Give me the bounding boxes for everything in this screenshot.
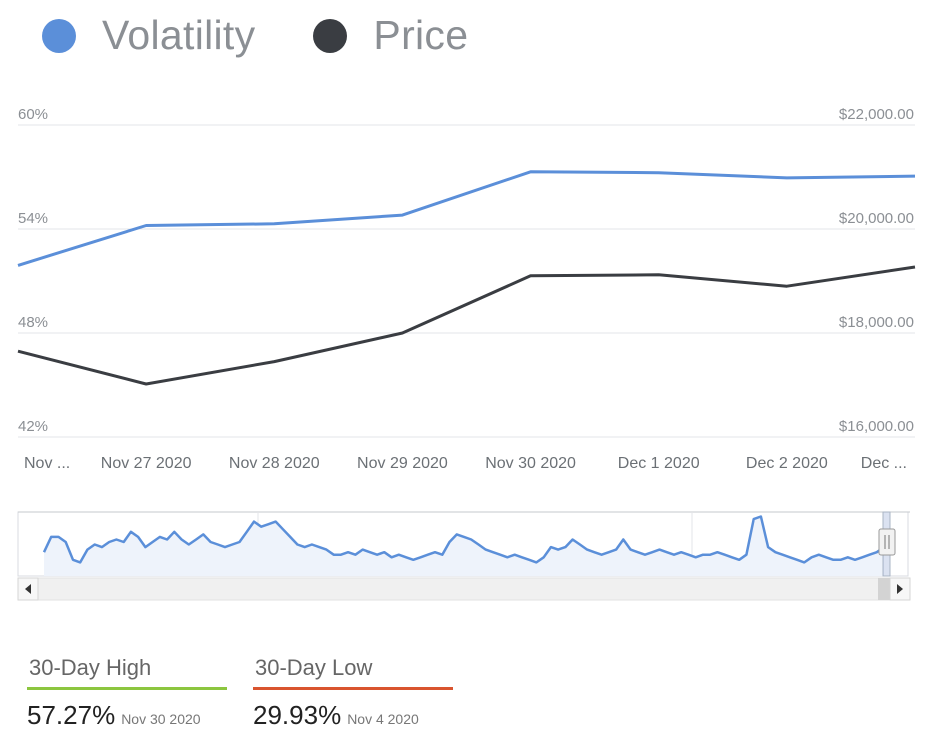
range-navigator[interactable]: 20182020 — [0, 508, 928, 604]
scrollbar-track[interactable] — [17, 577, 911, 601]
stat-low-date: Nov 4 2020 — [347, 711, 419, 727]
x-tick-label: Nov ... — [24, 455, 70, 472]
y-right-tick-label: $18,000.00 — [839, 314, 914, 331]
legend-label-price: Price — [373, 12, 469, 58]
scrollbar-thumb[interactable] — [878, 578, 890, 600]
stat-30-day-low: 30-Day Low 29.93% Nov 4 2020 — [253, 655, 453, 731]
y-right-tick-label: $16,000.00 — [839, 418, 914, 435]
stat-high-date: Nov 30 2020 — [121, 711, 201, 727]
price-dot-icon — [313, 18, 348, 53]
x-tick-label: Dec ... — [861, 455, 907, 472]
x-tick-label: Nov 29 2020 — [357, 455, 448, 472]
x-tick-label: Nov 27 2020 — [101, 455, 192, 472]
y-left-tick-label: 54% — [18, 210, 48, 227]
y-right-tick-label: $22,000.00 — [839, 106, 914, 123]
series-line-volatility[interactable] — [17, 170, 916, 267]
legend-item-volatility[interactable]: Volatility — [42, 12, 255, 59]
stat-30-day-high: 30-Day High 57.27% Nov 30 2020 — [27, 655, 227, 731]
stat-high-label: 30-Day High — [27, 655, 227, 690]
chart-legend: Volatility Price — [42, 12, 526, 59]
stat-low-label: 30-Day Low — [253, 655, 453, 690]
y-right-tick-label: $20,000.00 — [839, 210, 914, 227]
navigator-handle[interactable] — [878, 528, 896, 556]
arrow-left-icon — [25, 584, 31, 594]
stat-low-value: 29.93% — [253, 700, 342, 730]
y-left-tick-label: 48% — [18, 314, 48, 331]
y-left-tick-label: 42% — [18, 418, 48, 435]
navigator-area — [44, 516, 884, 576]
y-left-tick-label: 60% — [18, 106, 48, 123]
series-line-price[interactable] — [17, 265, 916, 386]
stats-panel: 30-Day High 57.27% Nov 30 2020 30-Day Lo… — [27, 655, 479, 731]
x-tick-label: Dec 2 2020 — [746, 455, 828, 472]
legend-item-price[interactable]: Price — [313, 12, 468, 59]
arrow-right-icon — [897, 584, 903, 594]
stat-high-value: 57.27% — [27, 700, 116, 730]
volatility-dot-icon — [42, 18, 76, 53]
x-tick-label: Nov 28 2020 — [229, 455, 320, 472]
legend-label-volatility: Volatility — [102, 12, 256, 58]
x-tick-label: Dec 1 2020 — [618, 455, 700, 472]
x-tick-label: Nov 30 2020 — [485, 455, 576, 472]
main-chart[interactable]: 60% $22,000.00 54% $20,000.00 48% $18,000.00 4… — [0, 95, 928, 485]
navigator-series-line — [42, 515, 885, 564]
